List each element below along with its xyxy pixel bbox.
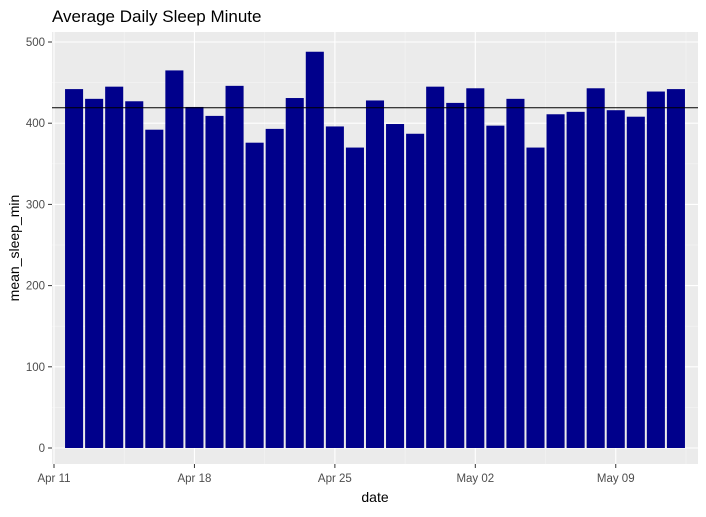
y-tick-label: 0 — [39, 443, 45, 455]
x-axis-title: date — [361, 489, 388, 505]
x-tick-label: Apr 18 — [177, 473, 211, 485]
bar — [285, 98, 304, 448]
bar — [185, 106, 204, 449]
y-axis-title: mean_sleep_min — [6, 195, 22, 302]
bar — [566, 111, 585, 448]
x-tick-label: Apr 11 — [37, 473, 70, 485]
y-tick-label: 200 — [26, 281, 45, 293]
bar — [466, 88, 485, 448]
bar — [386, 124, 405, 449]
chart-title: Average Daily Sleep Minute — [52, 7, 261, 26]
bar — [65, 89, 84, 448]
y-tick-label: 400 — [26, 118, 45, 130]
bar — [365, 100, 385, 449]
bar — [145, 129, 164, 449]
y-tick-label: 500 — [26, 37, 45, 49]
bar — [105, 86, 124, 448]
bar — [546, 114, 565, 448]
bar — [205, 115, 224, 448]
bar — [305, 51, 324, 449]
bar — [125, 101, 144, 448]
y-tick-label: 300 — [26, 199, 45, 211]
bar — [265, 128, 284, 448]
bar — [506, 98, 525, 448]
bar — [586, 88, 605, 448]
bar — [225, 85, 244, 449]
bar — [165, 70, 184, 449]
x-tick-label: May 02 — [456, 473, 494, 485]
bar — [606, 110, 625, 448]
x-axis: Apr 11 Apr 18 Apr 25 May 02 May 09 — [37, 464, 635, 485]
bars — [65, 51, 685, 449]
bar — [426, 86, 445, 448]
bar — [666, 89, 685, 448]
bar — [245, 142, 264, 449]
bar — [646, 91, 665, 449]
bar — [526, 147, 545, 448]
bar — [406, 133, 425, 449]
y-axis: 0 100 200 300 400 500 — [26, 37, 52, 455]
bar — [446, 102, 465, 449]
x-tick-label: Apr 25 — [318, 473, 352, 485]
bar — [85, 98, 104, 448]
bar — [486, 125, 505, 449]
bar — [325, 126, 344, 448]
bar — [626, 116, 645, 448]
bar — [345, 147, 364, 448]
y-tick-label: 100 — [26, 362, 45, 374]
x-tick-label: May 09 — [597, 473, 635, 485]
